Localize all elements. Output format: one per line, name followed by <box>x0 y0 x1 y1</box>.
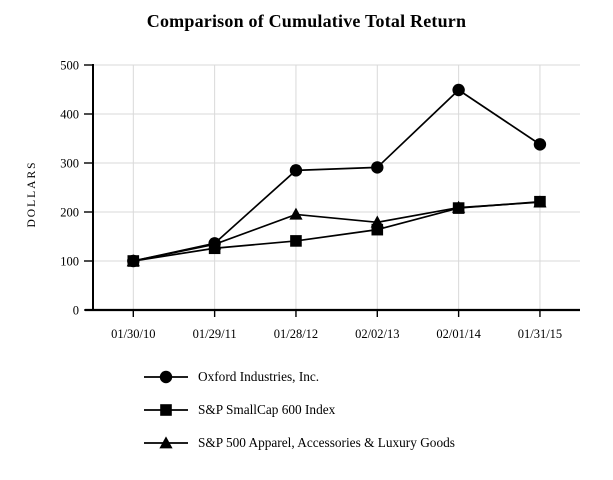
data-point-square <box>452 202 465 214</box>
data-point-circle <box>533 138 547 151</box>
data-point-circle <box>452 83 465 97</box>
x-tick-label: 01/30/10 <box>111 327 155 341</box>
y-axis-title: DOLLARS <box>26 160 38 227</box>
series-line-square <box>133 200 541 262</box>
data-point-circle <box>371 161 384 174</box>
x-tick-label: 01/28/12 <box>274 327 318 341</box>
data-point-square <box>371 223 384 236</box>
legend-item-smallcap: S&P SmallCap 600 Index <box>144 402 455 418</box>
triangle-marker-icon <box>144 436 188 449</box>
legend-label-oxford: Oxford Industries, Inc. <box>198 369 320 384</box>
circle-marker-icon <box>144 370 188 384</box>
data-point-triangle <box>289 207 303 220</box>
y-tick-label: 200 <box>60 206 79 220</box>
data-point-circle <box>208 237 221 250</box>
chart-title: Comparison of Cumulative Total Return <box>146 11 467 31</box>
x-tick-label: 02/01/14 <box>436 327 481 341</box>
data-point-circle <box>289 164 303 177</box>
legend-label-apparel: S&P 500 Apparel, Accessories & Luxury Go… <box>198 435 455 450</box>
legend-item-oxford: Oxford Industries, Inc. <box>144 369 455 385</box>
series-line-circle <box>133 88 541 262</box>
legend-item-apparel: S&P 500 Apparel, Accessories & Luxury Go… <box>144 435 455 451</box>
x-tick-label: 02/02/13 <box>355 327 399 341</box>
line-chart-svg: 0 100 200 300 400 500 01/30/10 01/29/11 01/28/12… <box>26 59 580 341</box>
x-tick-label: 01/29/11 <box>193 327 237 341</box>
data-point-square <box>534 195 546 208</box>
y-tick-label: 300 <box>60 157 79 171</box>
y-tick-label: 500 <box>60 59 79 73</box>
data-point-circle <box>127 254 140 268</box>
x-tick-label: 01/31/15 <box>518 327 562 341</box>
square-marker-icon <box>144 404 188 416</box>
data-point-square <box>290 235 302 247</box>
y-tick-label: 0 <box>73 304 79 318</box>
y-tick-label: 400 <box>60 108 79 122</box>
legend-label-smallcap: S&P SmallCap 600 Index <box>198 402 336 417</box>
chart-legend: Oxford Industries, Inc. S&P SmallCap 600… <box>144 369 455 451</box>
y-tick-label: 100 <box>60 255 79 269</box>
